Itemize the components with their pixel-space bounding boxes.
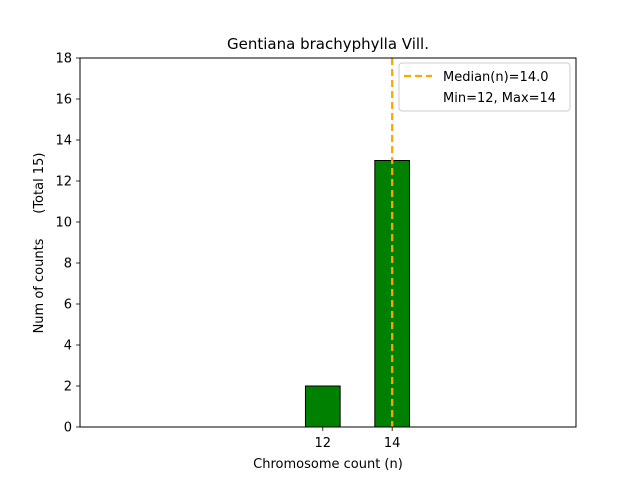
- legend: Median(n)=14.0 Min=12, Max=14: [398, 62, 571, 112]
- legend-entry-min-max: Min=12, Max=14: [443, 91, 556, 106]
- bar-12: [304, 385, 341, 428]
- x-tick-label: 12: [315, 436, 332, 451]
- y-tick-label: 14: [55, 134, 72, 149]
- y-tick-label: 6: [64, 298, 72, 313]
- y-tick-label: 16: [55, 93, 72, 108]
- y-tick-label: 2: [64, 380, 72, 395]
- chart-title: Gentiana brachyphylla Vill.: [227, 35, 429, 53]
- x-tick-label: 14: [384, 436, 401, 451]
- x-axis-label: Chromosome count (n): [253, 457, 403, 472]
- axes-frame: [79, 57, 577, 428]
- y-tick-label: 12: [55, 175, 72, 190]
- y-tick-label: 4: [64, 339, 72, 354]
- y-tick-label: 8: [64, 257, 72, 272]
- y-tick-label: 0: [64, 421, 72, 436]
- y-tick-label: 10: [55, 216, 72, 231]
- legend-frame: [398, 62, 571, 112]
- plot-area: 0 2 4 6 8 10 12 14 16 18 12 14: [55, 52, 577, 451]
- y-tick-label: 18: [55, 52, 72, 67]
- y-axis-label: Num of counts (Total 15): [32, 153, 47, 334]
- legend-entry-median: Median(n)=14.0: [443, 70, 549, 85]
